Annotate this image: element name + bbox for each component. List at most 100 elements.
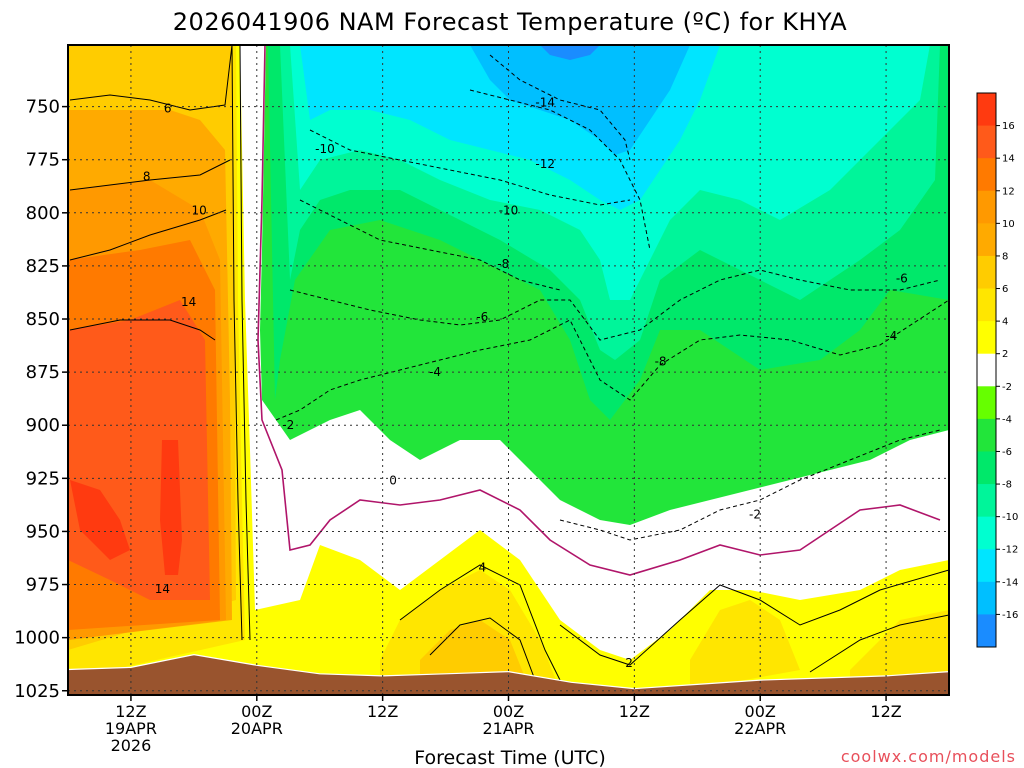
colorbar-swatch (977, 614, 996, 648)
x-tick-label-line: 12Z (367, 702, 398, 721)
y-tick-label: 775 (26, 150, 60, 171)
y-tick-label: 925 (26, 468, 60, 489)
x-tick-label: 00Z 20APR (231, 702, 283, 738)
colorbar-swatch (977, 451, 996, 485)
colorbar-swatch (977, 158, 996, 192)
colorbar-tick-label: -2 (1002, 382, 1012, 393)
contour-label: -2 (282, 418, 294, 432)
contour-line (239, 45, 251, 641)
contour-lines-dashed (275, 54, 949, 541)
contour-lines (69, 45, 949, 681)
contour-labels: 6 8 10 14 14 -10 -14 -12 -10 -8 -6 -8 -4 -2 0 4 2 -2 -6 -4 (143, 95, 908, 670)
y-tick-label: 850 (26, 309, 60, 330)
x-tick-label-line: 19APR (105, 719, 157, 738)
x-tick-label-line: 12Z (115, 702, 146, 721)
colorbar-swatch (977, 255, 996, 290)
y-tick-label: 800 (26, 203, 60, 224)
x-tick-label: 12Z 19APR 2026 (105, 702, 157, 755)
colorbar-tick-label: 2 (1002, 349, 1008, 360)
colorbar-swatch (977, 549, 996, 583)
contour-label: -10 (315, 142, 335, 156)
x-tick-label-line: 00Z (745, 702, 776, 721)
colorbar-frame (976, 92, 997, 648)
contour-label: 2 (625, 656, 633, 670)
x-tick-label-line: 2026 (111, 736, 152, 755)
contour-line (69, 209, 227, 261)
contour-label: -8 (497, 257, 509, 271)
contour-line (469, 89, 651, 251)
colorbar-tick-label: 6 (1002, 284, 1008, 295)
band-near-zero (236, 45, 949, 695)
x-tick-label: 12Z (870, 702, 901, 721)
contour-line (559, 429, 941, 541)
colorbar-tick-label: -12 (1002, 545, 1018, 556)
colorbar-tick-label: -8 (1002, 480, 1012, 491)
colorbar-tick-label: -4 (1002, 414, 1012, 425)
colorbar: 16 14 12 10 8 6 4 2 -2 -4 -6 -8 -10 -12 -14 -16 (976, 92, 1018, 648)
colorbar-tick-label: 14 (1002, 154, 1015, 165)
contour-line (399, 564, 561, 681)
colorbar-swatch (977, 125, 996, 159)
contour-label: -12 (535, 157, 555, 171)
contour-line (559, 569, 949, 666)
contour-label: 6 (164, 102, 172, 116)
y-tick-label: 875 (26, 362, 60, 383)
x-tick-label: 12Z (367, 702, 398, 721)
y-tick-label: 950 (26, 521, 60, 542)
y-tick-label: 975 (26, 575, 60, 596)
band-plus-14 (68, 300, 210, 600)
contour-line (69, 319, 216, 341)
credit-text: coolwx.com/models (841, 747, 1016, 766)
contour-label: -4 (885, 329, 897, 343)
colorbar-tick-label: -14 (1002, 577, 1018, 588)
colorbar-swatch (977, 353, 996, 387)
colorbar-swatch (977, 190, 996, 224)
contour-label: 14 (155, 582, 170, 596)
colorbar-swatch (977, 516, 996, 550)
y-tick-label: 825 (26, 256, 60, 277)
colorbar-tick-label: -16 (1002, 610, 1018, 621)
colorbar-swatch (977, 93, 996, 127)
contour-label: 0 (389, 473, 397, 487)
y-axis: 750 775 800 825 850 875 900 925 950 975 1000 1025 (14, 97, 68, 702)
contour-line (299, 199, 561, 291)
colorbar-tick-label: 8 (1002, 251, 1008, 262)
contour-line (289, 269, 941, 341)
y-tick-label: 750 (26, 97, 60, 118)
colorbar-tick-label: 4 (1002, 317, 1008, 328)
contour-line (275, 299, 949, 421)
contour-label: -10 (499, 204, 519, 218)
x-tick-label-line: 22APR (734, 719, 786, 738)
band-plus-16 (70, 440, 182, 575)
grid-lines (68, 45, 949, 695)
colorbar-swatch (977, 223, 996, 257)
x-axis-title: Forecast Time (UTC) (414, 747, 605, 768)
contour-label: -6 (896, 272, 908, 286)
temperature-field (68, 45, 949, 695)
contour-line (809, 614, 949, 673)
colorbar-swatch (977, 288, 996, 322)
contour-label: 4 (478, 561, 486, 575)
colorbar-swatch (977, 581, 996, 615)
colorbar-tick-label: 16 (1002, 121, 1015, 132)
x-tick-label: 12Z (619, 702, 650, 721)
contour-label: -6 (476, 310, 488, 324)
colorbar-tick-label: 12 (1002, 186, 1015, 197)
x-tick-label-line: 21APR (482, 719, 534, 738)
y-tick-label: 1000 (14, 628, 60, 649)
terrain-surface (68, 653, 949, 695)
x-tick-label-line: 20APR (231, 719, 283, 738)
x-tick-label: 00Z 22APR (734, 702, 786, 738)
x-tick-label: 00Z 21APR (482, 702, 534, 738)
contour-line (429, 617, 536, 681)
colorbar-tick-label: -10 (1002, 512, 1018, 523)
x-tick-label-line: 00Z (241, 702, 272, 721)
colorbar-tick-label: 10 (1002, 219, 1015, 230)
contour-line (69, 159, 231, 191)
contour-label: -2 (749, 507, 761, 521)
colorbar-swatch (977, 386, 996, 420)
zero-contour (257, 45, 941, 576)
x-tick-label-line: 00Z (493, 702, 524, 721)
